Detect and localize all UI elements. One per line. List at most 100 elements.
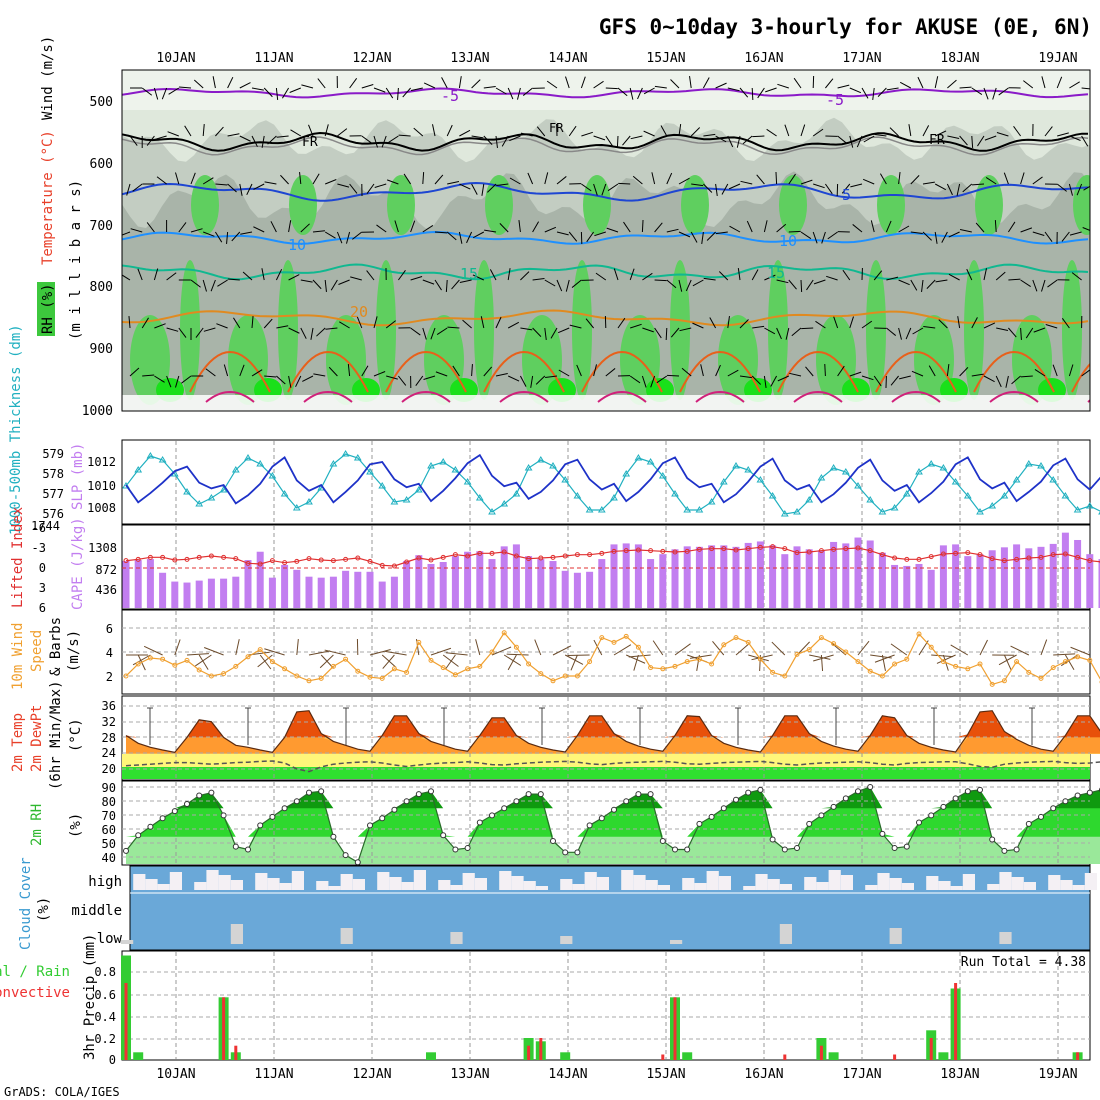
wind-barb <box>422 279 435 285</box>
rh2m-point <box>672 846 678 853</box>
thickness-line <box>125 453 1100 515</box>
thickness-point <box>915 468 923 475</box>
li-point <box>391 563 397 569</box>
wind-barb <box>928 365 936 377</box>
cloud-high-cell <box>584 872 597 890</box>
thickness-point <box>951 478 960 485</box>
li-point <box>696 546 702 552</box>
thickness-point <box>146 452 155 459</box>
cape-bar <box>781 554 789 608</box>
cape-bar <box>281 564 289 608</box>
wind-axis-label-2: Speed <box>29 630 45 672</box>
li-point <box>733 547 739 553</box>
wind-barb <box>495 316 502 329</box>
cape-bar <box>415 555 423 608</box>
contour-30 <box>695 390 745 403</box>
upper-wind-barbs <box>122 75 1090 389</box>
cape-bar <box>659 554 667 608</box>
wind-barb <box>641 375 647 388</box>
cape-bar <box>805 549 813 608</box>
wind-speed-point <box>684 659 690 665</box>
wind-barb <box>1081 135 1089 147</box>
rh2m-point <box>1001 847 1008 854</box>
wind-barb <box>337 128 348 137</box>
thickness-point <box>524 464 533 471</box>
surface-wind-barb <box>690 654 712 659</box>
wind-barb <box>300 279 313 283</box>
li-axis-label: Lifted Index <box>10 507 26 608</box>
temp-band-green <box>122 767 1090 779</box>
wind-barb <box>576 364 582 377</box>
li-point <box>343 556 349 562</box>
rh-shading <box>122 70 1090 411</box>
cape-bar <box>817 550 825 608</box>
contour-label-10: 10 <box>779 232 797 250</box>
wind-speed-point <box>599 635 605 641</box>
slp-thickness-panel: 579 578 577 576 1744 1012 1010 1008 1000… <box>8 324 1100 535</box>
rh2m-tick: 80 <box>102 795 116 809</box>
wind-barb <box>1052 364 1058 377</box>
wind-speed-point <box>513 644 519 650</box>
cloud-high-cell <box>474 878 487 890</box>
wind-speed-point <box>269 659 275 665</box>
li-point <box>623 548 629 554</box>
contour-freezing-shadow <box>122 136 1089 156</box>
wind-speed-point <box>355 668 361 674</box>
wind-barb <box>349 183 358 194</box>
contour-30 <box>303 390 353 403</box>
li-point <box>196 554 202 560</box>
wind-barb <box>1005 375 1009 388</box>
cape-bar <box>317 577 325 608</box>
wind-barb <box>402 87 411 98</box>
wind-speed-point <box>721 642 727 648</box>
contour-25 <box>679 350 761 393</box>
wind-barb <box>270 221 277 233</box>
wind-barb <box>535 375 546 385</box>
wind-barb <box>654 222 663 233</box>
cape-bar <box>366 571 374 608</box>
wind-barb <box>1034 369 1046 377</box>
wind-barb <box>336 231 343 244</box>
wind-barb <box>544 279 556 287</box>
surface-wind-barb <box>507 654 517 671</box>
rh2m-point <box>586 822 593 829</box>
wind-speed-point <box>489 649 495 655</box>
slp-line <box>125 453 1100 505</box>
cape-bar <box>1000 547 1008 608</box>
wind-barb <box>606 227 619 233</box>
precip-total-bar <box>133 1052 144 1060</box>
thickness-point <box>1085 502 1094 509</box>
surface-wind-barb <box>890 643 908 656</box>
li-point <box>318 557 324 563</box>
top-date-label: 18JAN <box>940 51 979 66</box>
wind-speed-point <box>245 654 251 660</box>
wind-barb <box>763 220 768 233</box>
cape-bar <box>268 577 276 608</box>
wind-barb <box>736 135 741 148</box>
surface-wind-barb <box>751 654 773 661</box>
rh2m-point <box>123 847 129 854</box>
wind-barb <box>423 375 436 380</box>
surface-wind-barb <box>296 638 299 656</box>
wind-barb <box>879 173 887 185</box>
wind-barb <box>203 231 215 237</box>
cape-bar <box>976 554 984 608</box>
thickness-point <box>573 492 582 499</box>
temp-ticks: 36 32 28 24 20 <box>102 699 116 776</box>
surface-wind-barb <box>534 639 542 656</box>
wind-barb <box>481 183 485 196</box>
wind-barb <box>977 135 985 147</box>
cloud-high-cell <box>340 874 353 890</box>
wind-barb <box>721 183 729 195</box>
wind-barb <box>422 327 427 340</box>
rh2m-point <box>879 830 886 837</box>
wind-barb <box>849 87 862 94</box>
cloud-high-cell <box>621 870 634 890</box>
rh-band-top <box>122 70 1090 110</box>
temp-axis-label-2: 2m DewPt <box>29 705 45 772</box>
temp-grid <box>122 697 1090 779</box>
surface-wind-barb <box>506 653 529 656</box>
cloud-low-cell <box>999 932 1012 944</box>
top-date-label: 10JAN <box>156 51 195 66</box>
cape-bar <box>195 580 203 608</box>
